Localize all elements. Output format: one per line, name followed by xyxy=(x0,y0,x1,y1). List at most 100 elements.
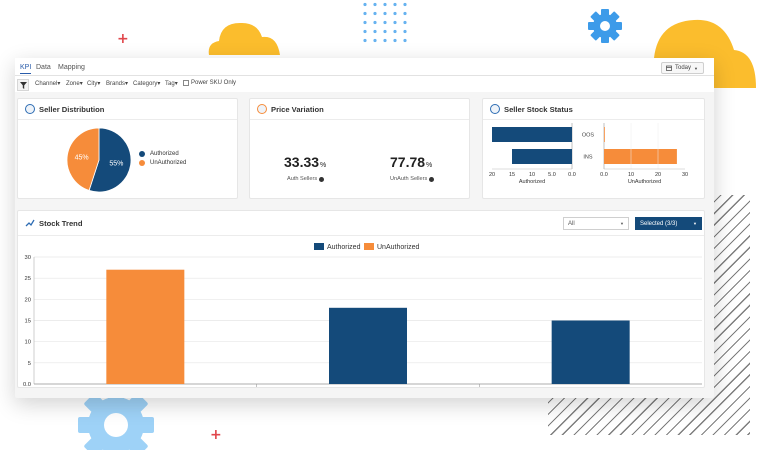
legend-label-authorized: Authorized xyxy=(150,151,179,157)
decor-plus-icon: + xyxy=(210,427,222,443)
filter-brands[interactable]: Brands▾ xyxy=(106,81,129,87)
stock-trend-header: Stock Trend xyxy=(25,218,82,228)
y-tick-label: 30 xyxy=(25,255,31,261)
seller-distribution-header: Seller Distribution xyxy=(25,104,104,114)
stock-bar-unauthorized-ins xyxy=(604,149,677,164)
chevron-down-icon: ▼ xyxy=(693,221,697,226)
trend-legend-swatch-0 xyxy=(314,243,324,250)
trend-bar-authorized xyxy=(551,320,630,384)
calendar-icon xyxy=(666,65,672,71)
decor-cloud-icon xyxy=(208,22,280,55)
decor-dot-grid xyxy=(360,0,410,46)
info-icon[interactable] xyxy=(319,176,325,182)
unauth-sellers-value: 77.78% xyxy=(390,154,433,170)
left-tick-label: 0.0 xyxy=(568,172,576,178)
decor-gear-icon xyxy=(78,387,154,450)
right-tick-label: 10 xyxy=(628,172,634,178)
date-range-label: Today xyxy=(675,65,692,71)
filter-bar: Channel▾ Zone▾ City▾ Brands▾ Category▾ T… xyxy=(15,76,714,92)
selected-multiselect-value: Selected (3/3) xyxy=(640,220,678,227)
dashboard-window: KPI Data Mapping Today ▼ Channel▾ Zone▾ … xyxy=(15,58,714,398)
right-tick-label: 0.0 xyxy=(600,172,608,178)
y-tick-label: 15 xyxy=(25,319,31,325)
filter-city[interactable]: City▾ xyxy=(87,81,101,87)
price-variation-header: Price Variation xyxy=(257,104,324,114)
right-axis-title: UnAuthorized xyxy=(628,179,661,185)
info-icon[interactable] xyxy=(429,176,435,182)
filter-category[interactable]: Category▾ xyxy=(133,81,161,87)
price-variation-card: Price Variation 33.33% Auth Sellers 77.7… xyxy=(249,98,470,199)
legend-swatch-authorized xyxy=(139,151,145,157)
tab-kpi[interactable]: KPI xyxy=(20,64,32,74)
tab-data[interactable]: Data xyxy=(36,64,51,71)
power-sku-label: Power SKU Only xyxy=(191,80,237,86)
stock-trend-title: Stock Trend xyxy=(39,218,83,228)
legend-swatch-unauthorized xyxy=(139,160,145,166)
trend-legend-swatch-1 xyxy=(364,243,374,250)
filter-toggle-button[interactable] xyxy=(17,79,29,91)
price-tag-icon xyxy=(257,104,267,114)
divider xyxy=(483,119,704,120)
seller-distribution-pie: 55% 45% xyxy=(66,127,132,193)
seller-distribution-card: Seller Distribution 55% 45% Authorized Un… xyxy=(17,98,238,199)
pie-slice-label: 45% xyxy=(75,155,89,162)
seller-distribution-title: Seller Distribution xyxy=(39,104,105,114)
divider xyxy=(18,235,704,236)
pie-slice-unauthorized xyxy=(66,127,100,191)
trend-legend-label: Authorized xyxy=(327,244,361,251)
unauth-sellers-label: UnAuth Sellers xyxy=(390,176,435,182)
decor-plus-icon: + xyxy=(117,31,129,47)
stock-bar-authorized-ins xyxy=(512,149,572,164)
y-tick-label: 10 xyxy=(25,340,31,346)
trend-bar-unauthorized xyxy=(106,269,185,384)
pie-slice-authorized xyxy=(88,127,132,193)
chevron-down-icon: ▼ xyxy=(620,221,624,226)
stock-bar-authorized-oos xyxy=(492,127,572,142)
price-variation-title: Price Variation xyxy=(271,104,324,114)
y-tick-label: 0.0 xyxy=(23,382,31,387)
seller-stock-status-card: Seller Stock Status OOS INS 20 15 10 5.0 0.0 0.… xyxy=(482,98,705,199)
power-sku-checkbox[interactable] xyxy=(183,80,189,86)
filter-tag[interactable]: Tag▾ xyxy=(165,81,178,87)
left-tick-label: 10 xyxy=(529,172,535,178)
seller-stock-status-header: Seller Stock Status xyxy=(490,104,573,114)
pie-slice-label: 55% xyxy=(109,160,123,167)
stock-category-label: OOS xyxy=(582,133,595,139)
date-range-button[interactable]: Today ▼ xyxy=(661,62,704,74)
seller-icon xyxy=(25,104,35,114)
stock-category-label: INS xyxy=(583,155,593,161)
left-tick-label: 20 xyxy=(489,172,495,178)
trend-chart-icon xyxy=(25,219,35,227)
legend-authorized: Authorized xyxy=(139,151,179,157)
filter-channel[interactable]: Channel▾ xyxy=(35,81,61,87)
channel-select-value: All xyxy=(568,220,575,227)
trend-bar-authorized xyxy=(329,307,407,384)
stock-trend-chart: AuthorizedUnAuthorized0.051015202530Amaz… xyxy=(23,243,702,387)
legend-unauthorized: UnAuthorized xyxy=(139,160,186,166)
left-tick-label: 15 xyxy=(509,172,515,178)
left-axis-title: Authorized xyxy=(519,179,545,185)
y-tick-label: 20 xyxy=(25,297,31,303)
tab-mapping[interactable]: Mapping xyxy=(58,64,85,71)
chevron-down-icon: ▼ xyxy=(694,65,698,71)
selected-multiselect[interactable]: Selected (3/3) ▼ xyxy=(635,217,702,230)
stock-bar-unauthorized-oos xyxy=(604,127,605,142)
divider xyxy=(250,119,469,120)
y-tick-label: 25 xyxy=(25,276,31,282)
seller-stock-status-chart: OOS INS 20 15 10 5.0 0.0 0.0 10 20 30 Authorized UnA… xyxy=(489,123,688,185)
legend-label-unauthorized: UnAuthorized xyxy=(150,160,187,166)
seller-stock-status-title: Seller Stock Status xyxy=(504,104,573,114)
channel-select[interactable]: All ▼ xyxy=(563,217,629,230)
seller-icon xyxy=(490,104,500,114)
left-tick-label: 5.0 xyxy=(548,172,556,178)
funnel-icon xyxy=(19,81,27,89)
right-tick-label: 20 xyxy=(655,172,661,178)
auth-sellers-label: Auth Sellers xyxy=(287,176,325,182)
divider xyxy=(18,119,237,120)
trend-legend-label: UnAuthorized xyxy=(377,244,420,251)
filter-zone[interactable]: Zone▾ xyxy=(66,81,83,87)
auth-sellers-value: 33.33% xyxy=(284,154,327,170)
right-tick-label: 30 xyxy=(682,172,688,178)
y-tick-label: 5 xyxy=(28,361,31,367)
stock-trend-card: Stock Trend All ▼ Selected (3/3) ▼ Autho… xyxy=(17,210,705,388)
